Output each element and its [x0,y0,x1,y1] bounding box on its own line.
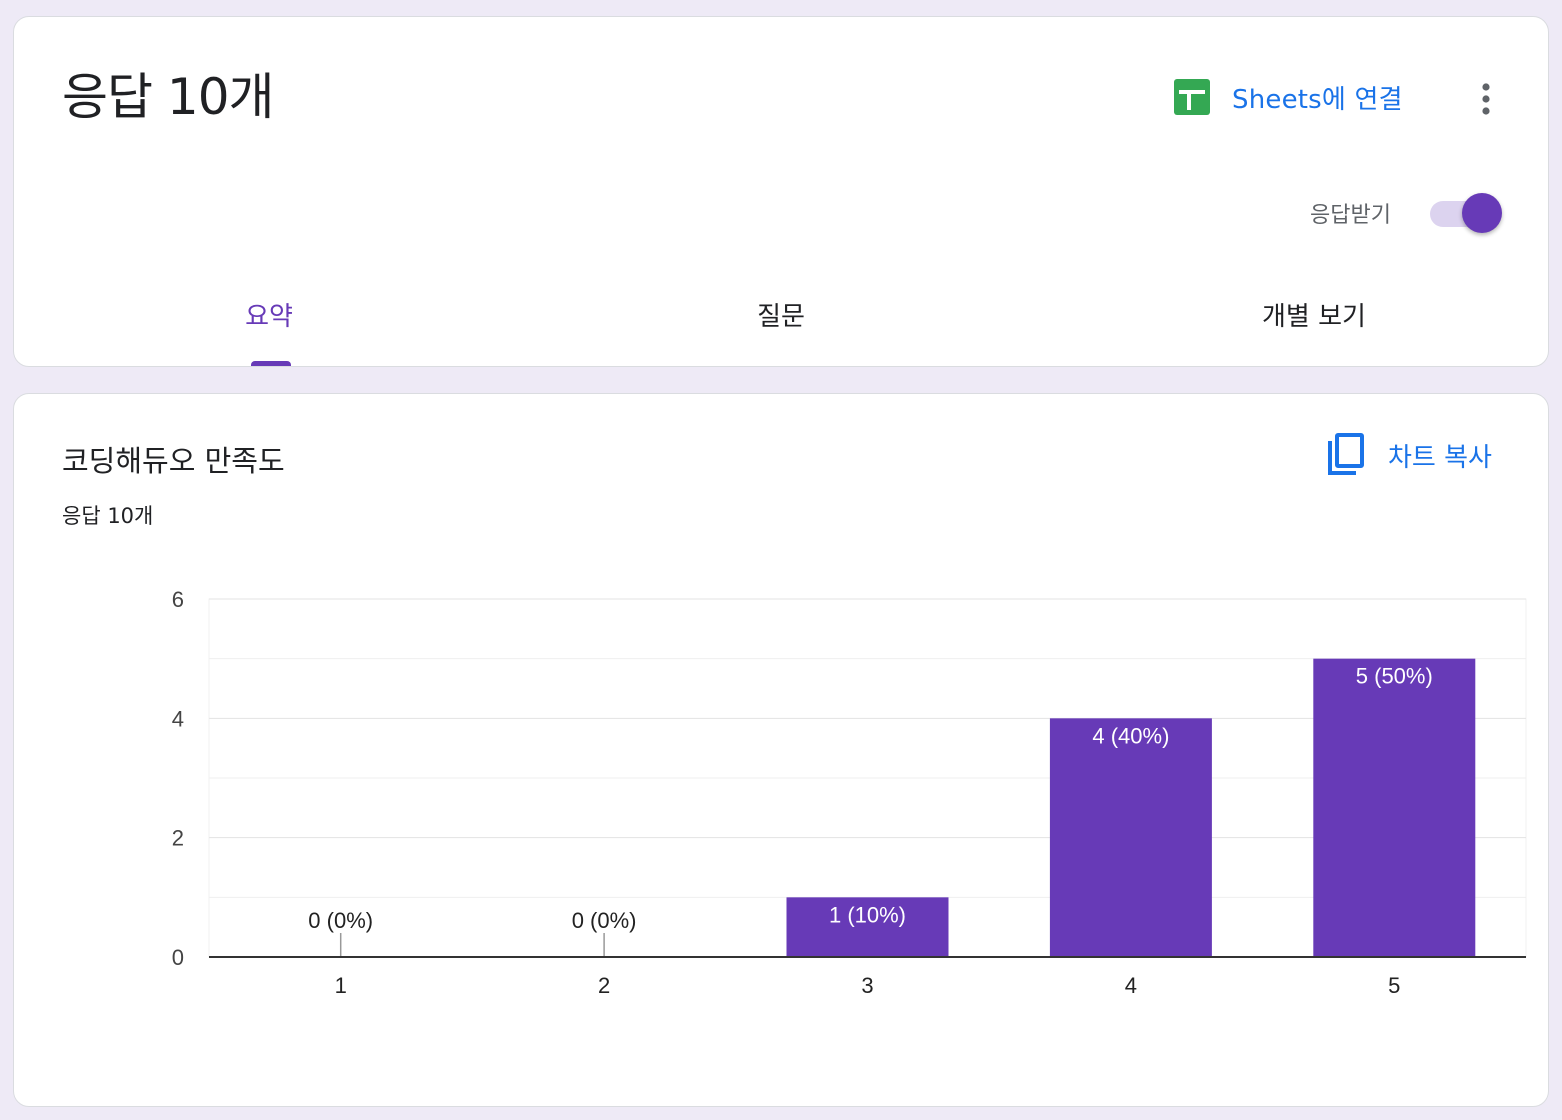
responses-header-card: 응답 10개 Sheets에 연결 응답받기 요약 질문 개별 보기 [13,16,1549,367]
copy-icon [1328,433,1364,475]
question-summary-card: 코딩해듀오 만족도 응답 10개 차트 복사 0 2 4 6 0 (0%) 1 0 (0%)… [13,393,1549,1107]
x-tick-label: 2 [598,973,610,998]
accept-responses-toggle[interactable] [1428,193,1504,233]
google-sheets-icon [1174,79,1210,115]
link-to-sheets-label: Sheets에 연결 [1232,84,1403,115]
data-label: 1 (10%) [829,902,906,927]
toggle-thumb [1462,193,1502,233]
y-tick-label: 2 [172,826,184,851]
bar [786,897,949,957]
tab-questions[interactable]: 질문 [757,302,805,332]
y-tick-label: 4 [172,706,184,731]
accept-responses-label: 응답받기 [1310,203,1391,228]
copy-chart-button[interactable]: 차트 복사 [1326,432,1492,478]
question-response-count: 응답 10개 [62,504,154,528]
link-to-sheets-button[interactable]: Sheets에 연결 [1174,77,1403,117]
data-label: 0 (0%) [572,908,637,933]
copy-chart-label: 차트 복사 [1388,442,1492,473]
x-tick-label: 3 [861,973,873,998]
active-tab-indicator [251,361,291,366]
bar [1313,658,1476,957]
tab-individual[interactable]: 개별 보기 [1262,302,1366,332]
more-vert-icon [1482,83,1490,115]
y-tick-label: 6 [172,587,184,612]
bar [1049,718,1212,957]
x-tick-label: 4 [1125,973,1137,998]
data-label: 5 (50%) [1356,664,1433,689]
question-title: 코딩해듀오 만족도 [62,444,285,478]
data-label: 4 (40%) [1092,723,1169,748]
responses-count-title: 응답 10개 [62,68,275,126]
more-options-button[interactable] [1466,77,1506,121]
bar-chart: 0 2 4 6 0 (0%) 1 0 (0%) 2 1 (10%) 3 4 (40%) 4 5 (50%… [172,587,1527,998]
x-tick-label: 1 [335,973,347,998]
data-label: 0 (0%) [308,908,373,933]
tab-summary[interactable]: 요약 [245,302,293,332]
y-tick-label: 0 [172,945,184,970]
x-tick-label: 5 [1388,973,1400,998]
